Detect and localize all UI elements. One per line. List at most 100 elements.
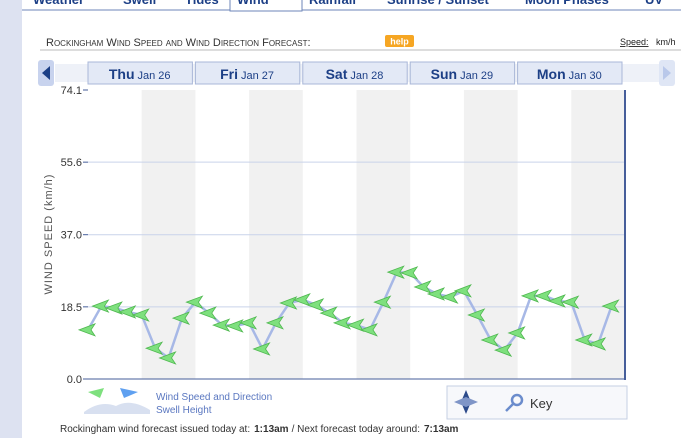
tab-label[interactable]: Tides — [185, 0, 219, 7]
tab-active[interactable] — [229, 0, 303, 12]
chart-title: Rockingham Wind Speed and Wind Direction… — [46, 37, 311, 49]
wind-arrow — [453, 284, 472, 298]
wind-arrow — [225, 319, 244, 333]
day-tab[interactable] — [194, 61, 301, 85]
wind-arrow — [588, 337, 607, 351]
day-tab-label[interactable]: Sat Jan 28 — [326, 66, 384, 82]
day-date: Jan 27 — [241, 70, 274, 82]
tab-label[interactable]: Moon Phases — [525, 0, 609, 7]
y-tick-label: 18.5 — [61, 302, 82, 314]
wind-arrow — [158, 351, 177, 365]
day-tab[interactable] — [517, 61, 623, 85]
day-name: Sat — [326, 66, 348, 82]
footer: Rockingham wind forecast issued today at… — [60, 424, 459, 435]
wind-arrow — [131, 308, 150, 322]
wind-arrow — [480, 333, 499, 347]
wind-arrow — [306, 298, 325, 312]
legend-arrow-green — [88, 388, 104, 398]
wind-arrow — [574, 333, 593, 347]
speed-unit: km/h — [656, 37, 676, 47]
wind-arrow — [238, 316, 258, 330]
wind-arrow — [279, 296, 298, 310]
wind-arrow — [373, 295, 392, 309]
side-strip — [0, 0, 22, 438]
day-tab[interactable] — [87, 61, 193, 85]
footer-text: / Next forecast today around: — [292, 424, 420, 435]
legend-swell — [84, 402, 150, 414]
next-arrow — [663, 66, 671, 80]
key-icon — [505, 403, 514, 412]
speed-label[interactable]: Speed: — [620, 37, 649, 47]
day-name: Fri — [220, 66, 238, 82]
tab-label[interactable]: UV — [645, 0, 663, 7]
wind-arrow — [252, 342, 271, 356]
help-label[interactable]: help — [390, 37, 409, 47]
wind-arrow — [171, 311, 190, 325]
day-tab-label[interactable]: Mon Jan 30 — [537, 66, 602, 82]
prev-arrow — [42, 66, 50, 80]
wind-arrow — [561, 295, 580, 309]
wind-arrow — [91, 299, 110, 313]
wind-arrow — [265, 316, 284, 330]
day-tab-label[interactable]: Sun Jan 29 — [431, 66, 493, 82]
key-icon — [510, 393, 524, 407]
wind-arrow — [601, 299, 620, 313]
wind-arrow — [467, 308, 486, 322]
wind-arrow — [292, 293, 311, 307]
day-name: Mon — [537, 66, 566, 82]
wind-arrow — [440, 290, 459, 304]
y-tick-label: 0.0 — [67, 374, 82, 386]
compass — [454, 397, 478, 407]
tab-label[interactable]: Rainfall — [309, 0, 356, 7]
wind-arrow — [413, 280, 432, 294]
wind-arrow — [77, 323, 97, 337]
day-date: Jan 26 — [138, 70, 171, 82]
wind-arrow — [319, 306, 338, 320]
day-tab[interactable] — [409, 61, 516, 85]
wind-arrow — [346, 318, 365, 332]
wind-arrow — [359, 323, 378, 337]
day-date: Jan 28 — [350, 70, 383, 82]
y-axis-label: WIND SPEED (km/h) — [43, 174, 55, 295]
day-date: Jan 30 — [569, 70, 602, 82]
wind-arrow — [426, 287, 446, 301]
legend-arrow-blue — [120, 388, 138, 398]
wind-arrow — [386, 265, 405, 279]
help-button[interactable] — [385, 35, 414, 47]
key-label[interactable]: Key — [530, 396, 553, 411]
tab-label[interactable]: Wind — [237, 0, 269, 7]
legend-label: Swell Height — [156, 405, 212, 416]
y-tick-label: 37.0 — [61, 230, 82, 242]
wind-arrow — [104, 301, 123, 315]
tab-label[interactable]: Sunrise / Sunset — [387, 0, 490, 7]
y-tick-label: 74.1 — [61, 85, 82, 97]
day-name: Sun — [431, 66, 457, 82]
footer-text: Rockingham wind forecast issued today at… — [60, 424, 250, 435]
day-name: Thu — [109, 66, 135, 82]
wind-arrow — [534, 289, 553, 303]
footer-time: 1:13am — [254, 424, 289, 435]
wind-arrow — [400, 266, 419, 280]
wind-arrow — [507, 326, 526, 340]
wind-arrow — [520, 289, 540, 303]
wind-arrow — [212, 318, 231, 332]
tab-label[interactable]: Weather — [33, 0, 84, 7]
day-tab[interactable] — [302, 61, 408, 85]
day-date: Jan 29 — [460, 70, 493, 82]
footer-time: 7:13am — [424, 424, 459, 435]
tab-label[interactable]: Swell — [123, 0, 156, 7]
legend-label: Wind Speed and Direction — [156, 392, 272, 403]
wind-arrow — [198, 306, 217, 320]
wind-arrow — [494, 343, 513, 357]
day-tab-label[interactable]: Thu Jan 26 — [109, 66, 171, 82]
day-tab-label[interactable]: Fri Jan 27 — [220, 66, 274, 82]
wind-arrow — [547, 294, 566, 308]
wind-arrow — [332, 316, 352, 330]
wind-arrow — [144, 341, 164, 355]
wind-arrow — [185, 295, 204, 309]
key-box[interactable] — [446, 385, 628, 420]
wind-arrow — [118, 305, 137, 319]
y-tick-label: 55.6 — [61, 157, 82, 169]
